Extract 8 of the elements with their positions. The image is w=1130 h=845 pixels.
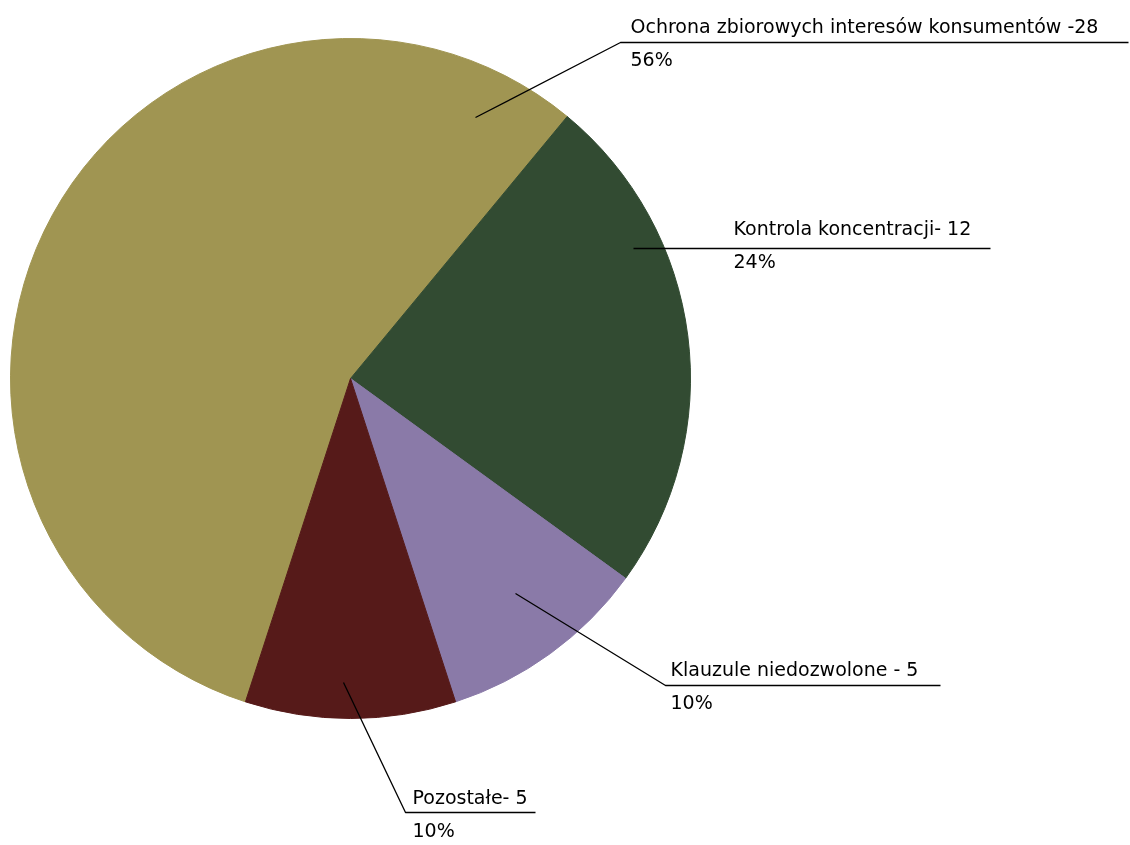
data-label: 56% xyxy=(630,47,673,70)
data-label: 10% xyxy=(670,690,713,713)
slice-label: Ochrona zbiorowych interesów konsumentów -28 xyxy=(630,14,1099,37)
slice-label: Pozostałe- 5 xyxy=(412,785,528,808)
slice-label: Kontrola koncentracji- 12 xyxy=(733,216,972,239)
data-label: 24% xyxy=(733,249,776,272)
data-label: 10% xyxy=(412,818,455,841)
slice-label: Klauzule niedozwolone - 5 xyxy=(670,657,919,680)
